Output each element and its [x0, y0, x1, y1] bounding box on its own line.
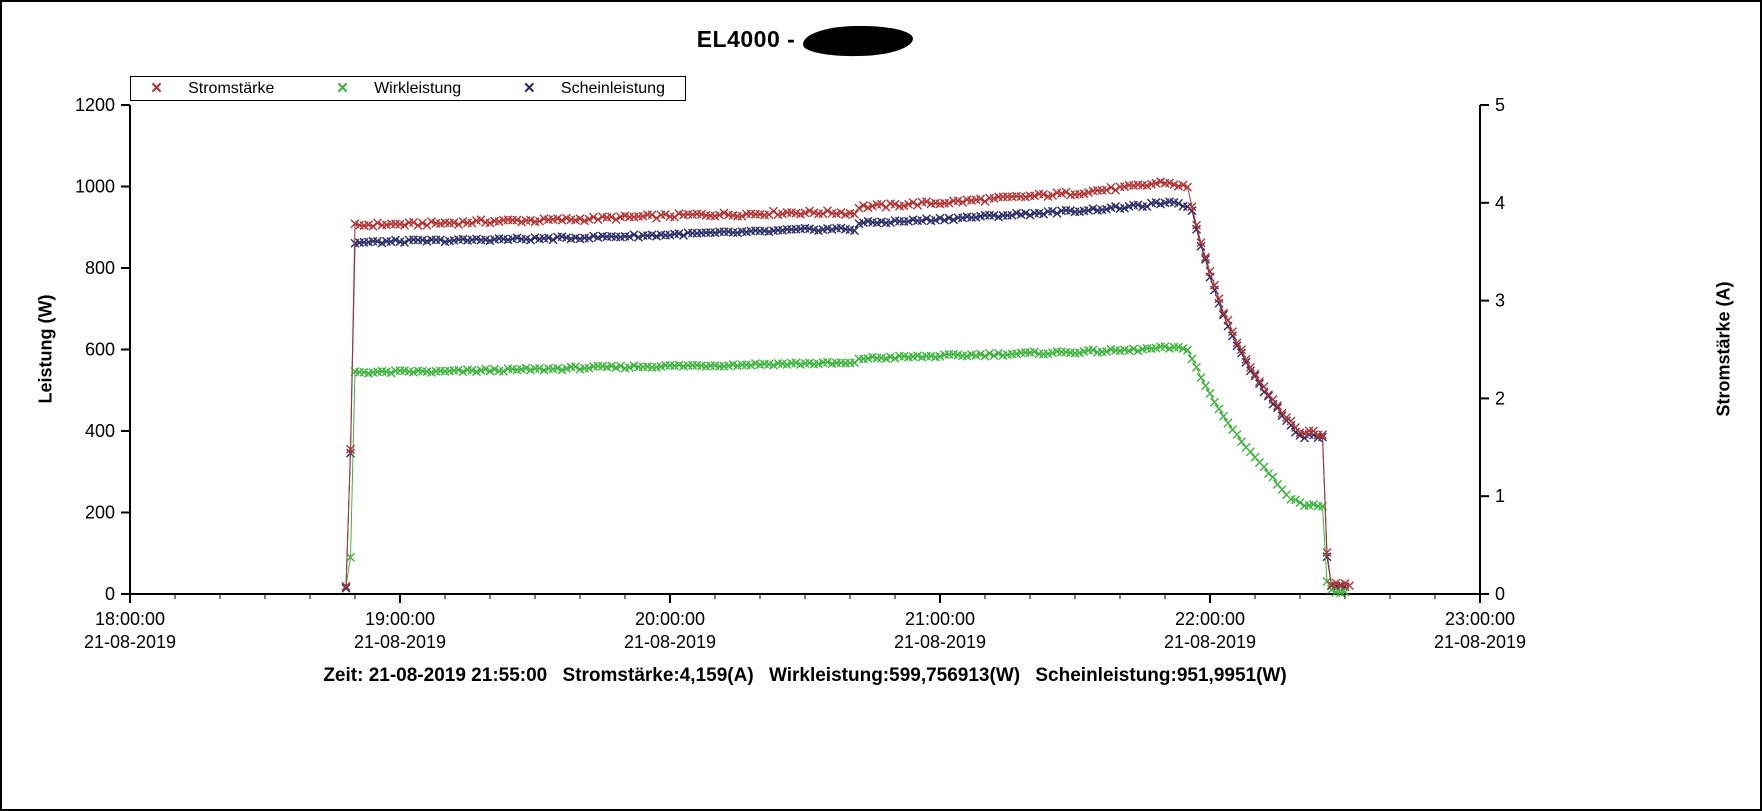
x-axis-time-label: 20:00:00	[635, 609, 705, 629]
x-axis-date-label: 21-08-2019	[84, 632, 176, 652]
series-markers-wirkleistung	[341, 342, 1350, 598]
right-axis-tick-label: 4	[1495, 193, 1505, 213]
x-axis-time-label: 23:00:00	[1445, 609, 1515, 629]
left-axis-tick-label: 0	[105, 584, 115, 604]
x-marker-icon: ×	[523, 78, 535, 99]
x-marker-icon: ×	[151, 78, 163, 99]
legend-label: Wirkleistung	[374, 79, 462, 97]
axis-frame	[129, 105, 1481, 595]
series-markers-scheinleistung	[341, 197, 1350, 593]
x-axis-time-label: 18:00:00	[95, 609, 165, 629]
x-axis-time-label: 19:00:00	[365, 609, 435, 629]
chart-title-text: EL4000 -	[696, 26, 796, 52]
right-axis-tick-label: 2	[1495, 388, 1505, 408]
status-stromstaerke: Stromstärke:4,159(A)	[562, 665, 754, 686]
status-zeit: Zeit: 21-08-2019 21:55:00	[323, 665, 548, 686]
x-axis-time-label: 21:00:00	[905, 609, 975, 629]
series-line-wirkleistung	[345, 346, 1346, 594]
chart-legend: × Stromstärke × Wirkleistung × Scheinlei…	[130, 76, 686, 101]
left-axis-tick-label: 200	[85, 503, 115, 523]
status-readout: Zeit: 21-08-2019 21:55:00 Stromstärke:4,…	[130, 665, 1480, 687]
left-axis-tick-label: 1200	[75, 95, 115, 115]
chart-title: EL4000 -	[130, 24, 1480, 58]
legend-item-scheinleistung: × Scheinleistung	[524, 79, 665, 98]
x-axis-date-label: 21-08-2019	[354, 632, 446, 652]
status-wirkleistung: Wirkleistung:599,756913(W)	[768, 665, 1021, 686]
left-axis-tick-label: 1000	[75, 177, 115, 197]
legend-item-stromstaerke: × Stromstärke	[151, 79, 274, 98]
left-axis-tick-label: 800	[85, 258, 115, 278]
x-marker-icon: ×	[336, 78, 349, 99]
x-axis-time-label: 22:00:00	[1175, 609, 1245, 629]
right-axis-tick-label: 3	[1495, 291, 1505, 311]
right-axis-tick-label: 1	[1495, 486, 1505, 506]
left-axis-tick-label: 600	[85, 340, 115, 360]
legend-label: Stromstärke	[188, 79, 275, 97]
left-axis-tick-label: 400	[85, 421, 115, 441]
legend-label: Scheinleistung	[560, 79, 665, 97]
legend-item-wirkleistung: × Wirkleistung	[337, 79, 461, 98]
right-axis-tick-label: 5	[1495, 95, 1505, 115]
right-axis-tick-label: 0	[1495, 584, 1505, 604]
series-markers-stromstaerke	[341, 177, 1354, 591]
x-axis-date-label: 21-08-2019	[1164, 632, 1256, 652]
status-scheinleistung: Scheinleistung:951,9951(W)	[1035, 665, 1287, 686]
x-axis-date-label: 21-08-2019	[624, 632, 716, 652]
x-axis-date-label: 21-08-2019	[894, 632, 986, 652]
x-axis-date-label: 21-08-2019	[1434, 632, 1526, 652]
series-line-scheinleistung	[345, 201, 1346, 589]
